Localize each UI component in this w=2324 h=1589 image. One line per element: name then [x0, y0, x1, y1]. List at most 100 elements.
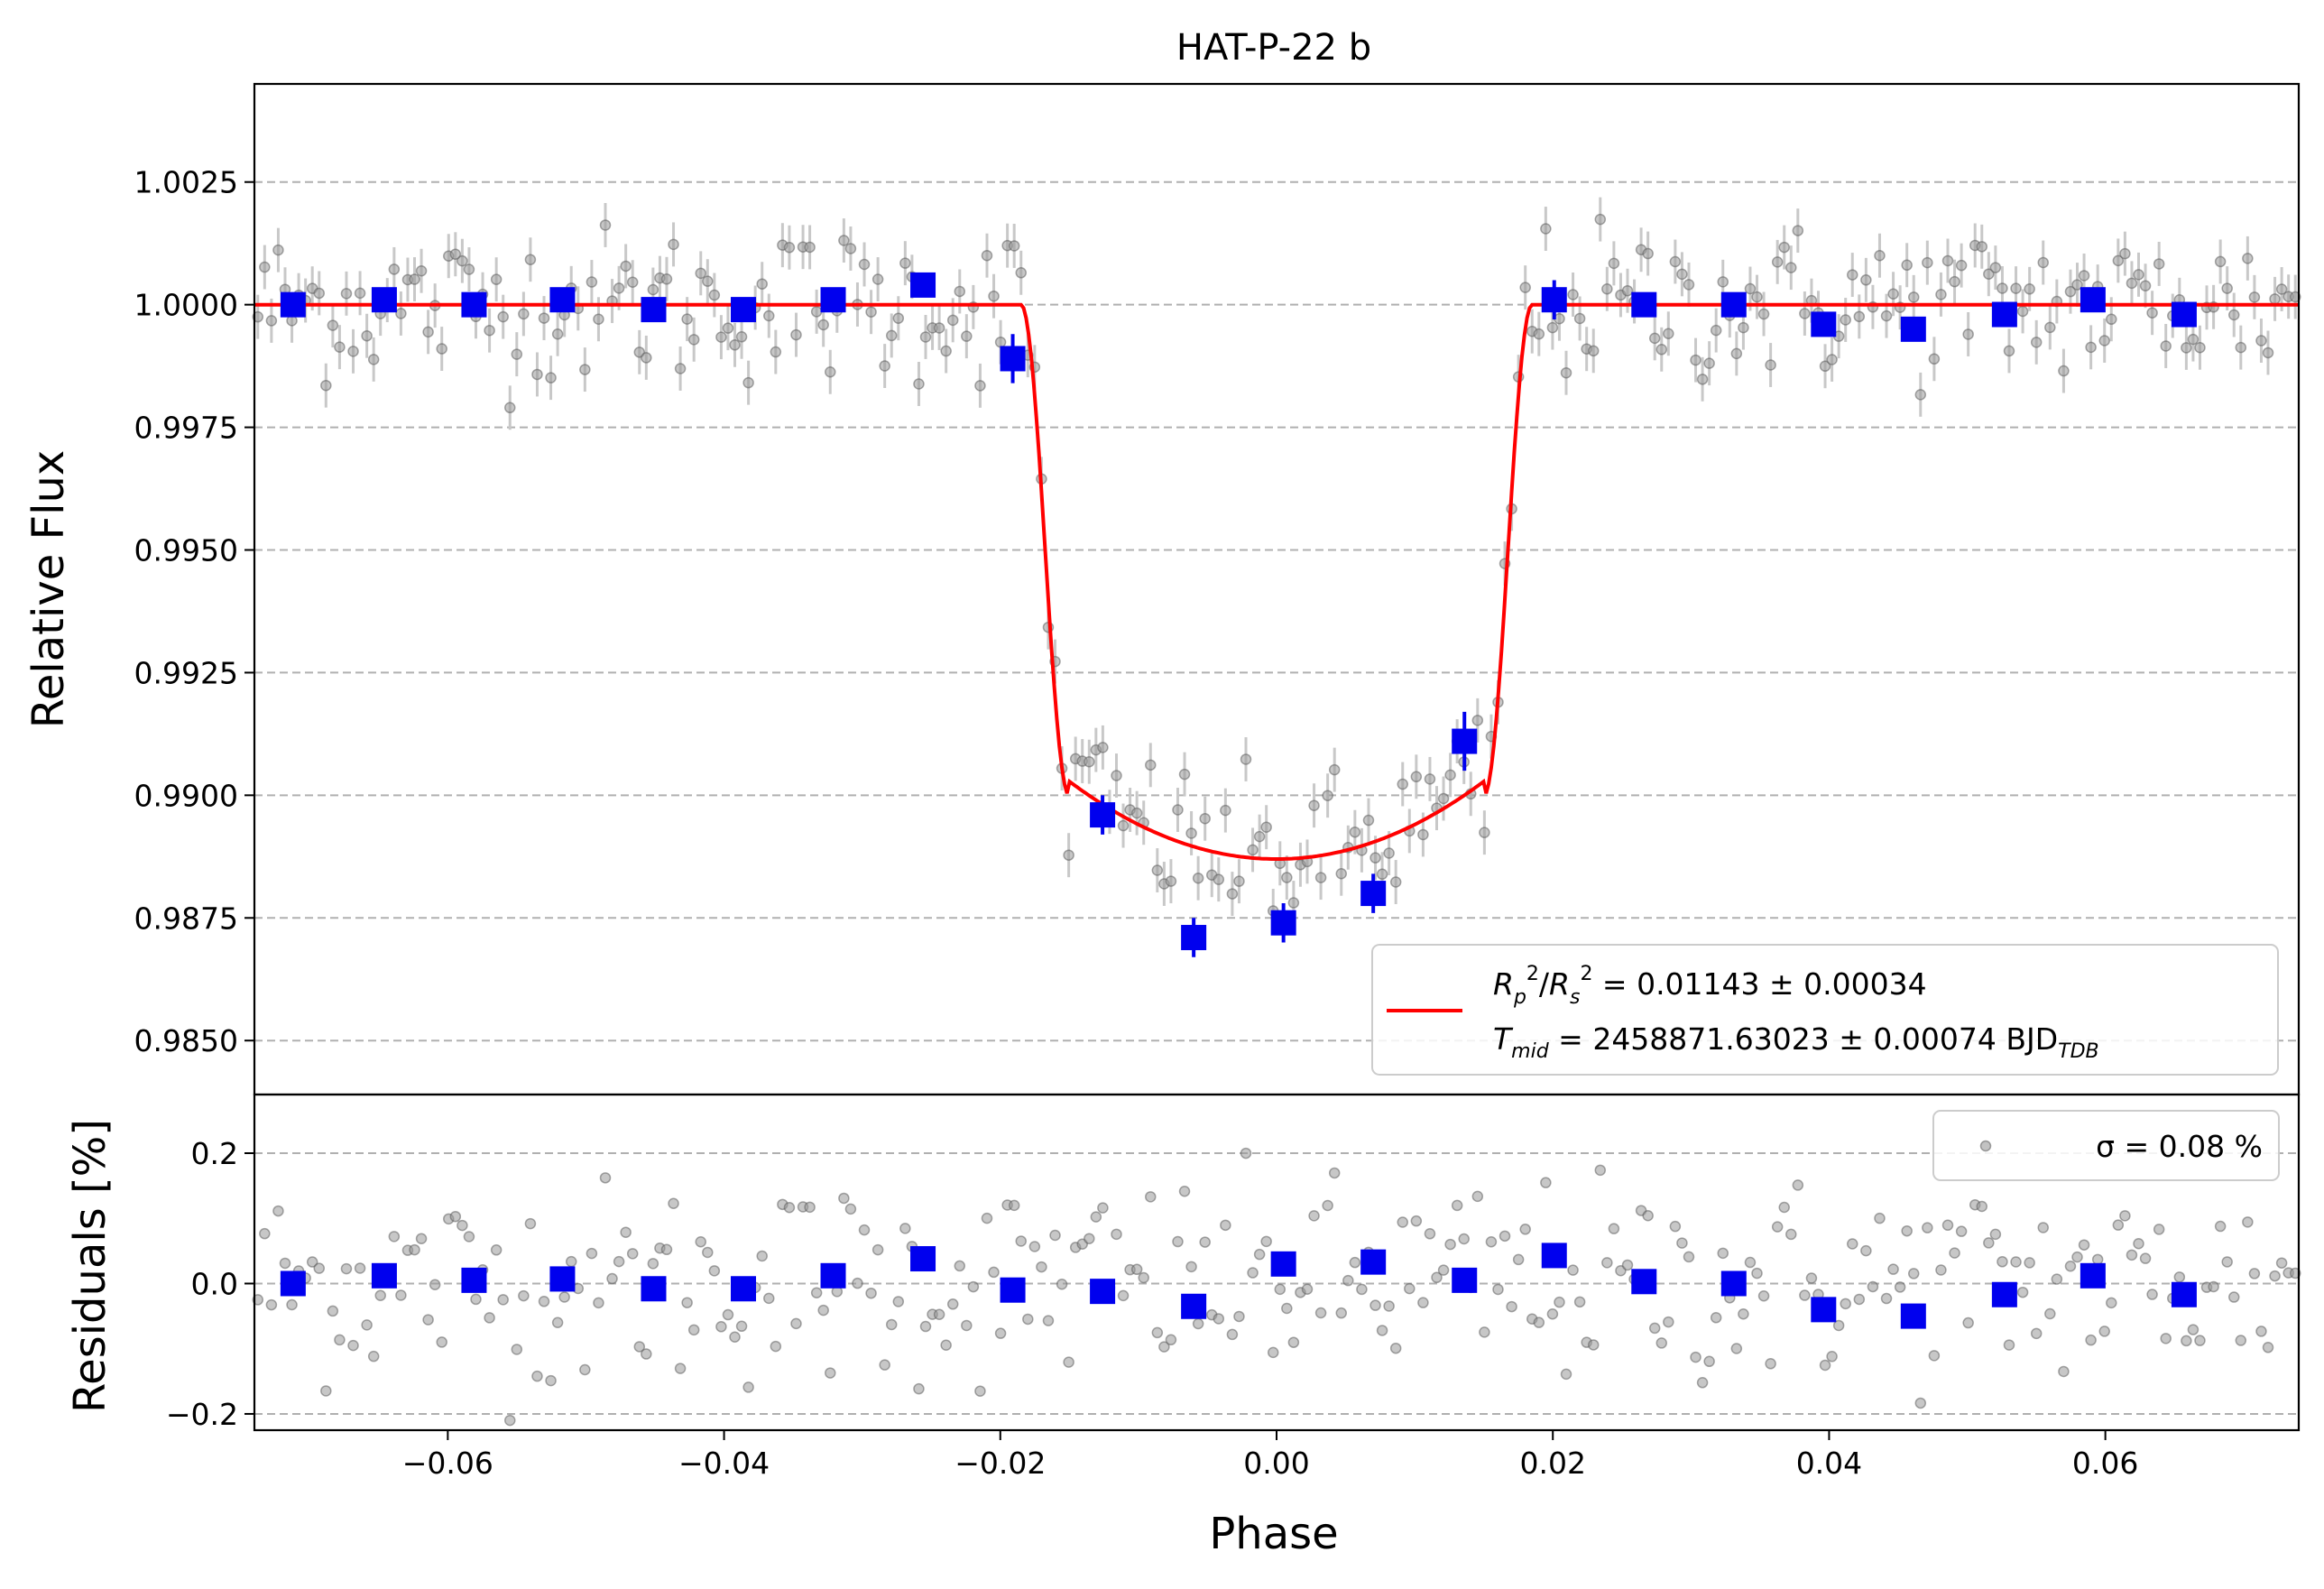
plot-title: HAT-P-22 b: [1176, 27, 1371, 69]
raw-flux-point: [1063, 849, 1074, 861]
raw-flux-point: [1471, 715, 1484, 726]
binned-residual-point: [2171, 1281, 2197, 1307]
raw-residual-point: [1084, 1233, 1095, 1244]
raw-residual-point: [545, 1374, 557, 1387]
legend-tmid-subscript: mid: [1511, 1040, 1550, 1063]
x-tick-label: 0.04: [1796, 1446, 1862, 1481]
raw-residual-point: [1389, 1342, 1402, 1354]
binned-residual-point: [641, 1276, 667, 1302]
raw-flux-point: [1226, 888, 1239, 900]
raw-residual-point: [1738, 1308, 1749, 1320]
raw-residual-point: [1308, 1210, 1320, 1222]
raw-flux-point: [313, 287, 326, 300]
raw-flux-point: [1989, 262, 2002, 273]
raw-residual-point: [429, 1279, 441, 1290]
residuals-axes-frame: [253, 1093, 2301, 1432]
raw-flux-point: [722, 322, 734, 334]
raw-residual-point: [1874, 1212, 1886, 1224]
raw-flux-point: [1199, 812, 1211, 825]
raw-residual-point: [1506, 1300, 1517, 1313]
raw-flux-point: [1349, 826, 1361, 838]
raw-flux-point: [865, 306, 877, 318]
raw-residual-point: [2248, 1268, 2261, 1280]
raw-residual-point: [409, 1243, 420, 1256]
raw-flux-point: [2112, 254, 2125, 267]
binned-flux-point: [549, 287, 576, 313]
raw-flux-point: [1703, 357, 1715, 369]
raw-flux-point: [885, 329, 898, 342]
raw-flux-point: [1437, 792, 1450, 805]
raw-flux-point: [899, 257, 911, 269]
raw-flux-point: [687, 334, 700, 346]
raw-residual-point: [1314, 1307, 1327, 1319]
raw-residual-point: [1840, 1298, 1851, 1310]
raw-residual-point: [2214, 1220, 2227, 1233]
raw-residual-point: [2221, 1256, 2233, 1268]
raw-residual-point: [1220, 1219, 1231, 1232]
raw-flux-point: [1887, 288, 1899, 300]
raw-flux-point: [1479, 827, 1490, 838]
raw-residual-point: [1757, 1289, 1770, 1302]
raw-flux-point: [1546, 321, 1559, 334]
raw-residual-point: [2139, 1252, 2152, 1264]
raw-residual-point: [1648, 1322, 1661, 1335]
main-y-tick-label: 0.9850: [134, 1023, 238, 1058]
raw-flux-point: [334, 341, 346, 353]
raw-residual-point: [1941, 1219, 1954, 1232]
raw-flux-point: [1220, 804, 1231, 817]
raw-residual-point: [1274, 1283, 1286, 1296]
raw-residual-point: [490, 1244, 503, 1256]
raw-flux-point: [1389, 876, 1402, 888]
binned-residual-point: [1811, 1297, 1837, 1323]
binned-flux-point: [1900, 316, 1926, 342]
raw-flux-point: [844, 243, 857, 254]
raw-flux-point: [1567, 289, 1579, 300]
raw-flux-point: [1335, 867, 1348, 880]
raw-flux-point: [354, 287, 366, 300]
raw-flux-point: [620, 260, 632, 273]
raw-residual-point: [1342, 1274, 1354, 1287]
raw-flux-point: [1213, 873, 1225, 885]
raw-flux-point: [1874, 249, 1886, 262]
raw-residual-point: [2016, 1286, 2029, 1298]
raw-residual-point: [1117, 1289, 1130, 1302]
raw-residual-point: [1601, 1257, 1613, 1269]
raw-residual-point: [2024, 1257, 2035, 1269]
binned-flux-point: [1452, 728, 1478, 754]
raw-residual-point: [1751, 1267, 1763, 1280]
raw-residual-point: [933, 1308, 945, 1321]
raw-flux-point: [2037, 256, 2049, 269]
raw-residual-point: [1853, 1293, 1866, 1306]
raw-residual-point: [2064, 1260, 2077, 1272]
raw-flux-point: [1540, 223, 1552, 235]
raw-flux-point: [1111, 770, 1122, 781]
raw-residual-point: [524, 1217, 537, 1230]
binned-residual-point: [549, 1266, 576, 1292]
raw-residual-point: [415, 1233, 428, 1244]
raw-flux-point: [2235, 341, 2247, 354]
raw-flux-point: [1444, 769, 1456, 781]
main-model-curve: [254, 302, 2299, 861]
raw-residual-point: [1063, 1356, 1074, 1368]
raw-flux-point: [1287, 897, 1300, 909]
raw-flux-point: [647, 283, 659, 296]
binned-residual-point: [1270, 1251, 1296, 1277]
residuals-raw-points: [252, 1147, 2301, 1427]
raw-flux-point: [2071, 279, 2083, 291]
raw-flux-point: [981, 249, 993, 262]
x-tick-label: −0.06: [402, 1446, 493, 1481]
raw-flux-point: [2119, 247, 2131, 260]
raw-residual-point: [551, 1316, 564, 1329]
raw-residual-point: [974, 1385, 986, 1397]
raw-flux-point: [1015, 267, 1027, 279]
raw-residual-point: [919, 1320, 932, 1333]
raw-residual-point: [613, 1255, 625, 1268]
raw-flux-point: [2221, 282, 2233, 294]
raw-flux-point: [988, 290, 1000, 302]
raw-flux-point: [1792, 225, 1804, 236]
raw-flux-point: [2064, 285, 2077, 298]
raw-residual-point: [2181, 1335, 2192, 1347]
raw-residual-point: [1287, 1336, 1300, 1348]
raw-residual-point: [1922, 1222, 1933, 1233]
raw-residual-point: [865, 1287, 877, 1299]
